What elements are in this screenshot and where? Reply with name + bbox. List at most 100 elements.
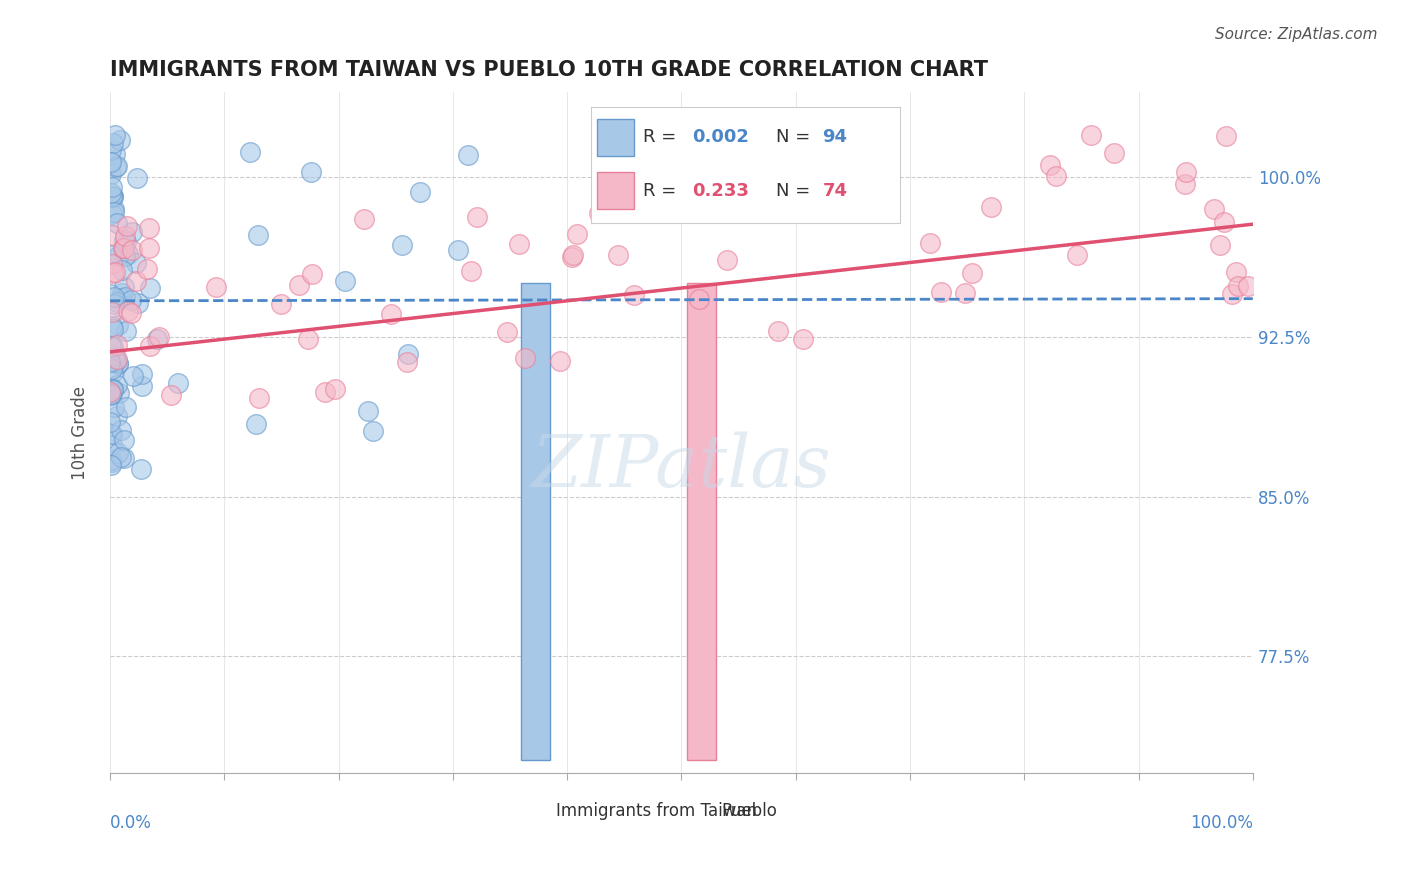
Point bbox=[960, 266, 983, 280]
FancyBboxPatch shape bbox=[522, 283, 550, 760]
Point bbox=[103, 190, 125, 204]
Point bbox=[768, 324, 790, 338]
Point bbox=[565, 227, 588, 242]
FancyBboxPatch shape bbox=[688, 283, 716, 760]
Point bbox=[100, 186, 122, 200]
Point bbox=[105, 159, 128, 173]
Point bbox=[363, 425, 385, 439]
Point bbox=[270, 297, 292, 311]
Point bbox=[297, 332, 319, 346]
Point bbox=[115, 324, 138, 338]
Point bbox=[100, 304, 122, 318]
Point bbox=[562, 248, 585, 262]
Point bbox=[100, 248, 122, 262]
Point bbox=[301, 267, 323, 281]
Point bbox=[716, 252, 738, 267]
Point bbox=[131, 379, 153, 393]
Point bbox=[600, 152, 623, 166]
Point bbox=[121, 243, 143, 257]
Point bbox=[460, 263, 482, 277]
Point bbox=[101, 340, 124, 354]
Point bbox=[391, 238, 413, 252]
Point bbox=[167, 376, 190, 390]
Text: R =: R = bbox=[643, 128, 682, 146]
Point bbox=[112, 241, 135, 255]
Point bbox=[1080, 128, 1102, 142]
Point bbox=[114, 249, 136, 263]
Text: ZIPatlas: ZIPatlas bbox=[531, 432, 831, 502]
Point bbox=[100, 154, 122, 169]
Point bbox=[101, 383, 124, 397]
Point bbox=[101, 386, 124, 401]
Point bbox=[1225, 264, 1247, 278]
Point bbox=[103, 128, 125, 143]
Point bbox=[103, 365, 125, 379]
Point bbox=[107, 446, 129, 460]
Point bbox=[114, 290, 136, 304]
Text: N =: N = bbox=[776, 128, 815, 146]
Point bbox=[105, 409, 128, 423]
Point bbox=[105, 216, 128, 230]
Point bbox=[315, 384, 337, 399]
Text: 74: 74 bbox=[823, 182, 848, 200]
Point bbox=[127, 170, 149, 185]
Point bbox=[129, 461, 152, 475]
Point bbox=[101, 318, 124, 333]
Point bbox=[100, 458, 122, 473]
Point bbox=[112, 280, 135, 294]
Point bbox=[1237, 279, 1260, 293]
Point bbox=[100, 426, 122, 441]
Point bbox=[1174, 165, 1197, 179]
Point bbox=[1045, 169, 1067, 183]
Text: Immigrants from Taiwan: Immigrants from Taiwan bbox=[555, 802, 756, 820]
Point bbox=[239, 145, 262, 159]
Point bbox=[112, 233, 135, 247]
Point bbox=[1102, 145, 1125, 160]
Point bbox=[111, 262, 134, 277]
Point bbox=[131, 367, 153, 381]
Point bbox=[830, 128, 852, 143]
Point bbox=[114, 401, 136, 415]
Point bbox=[110, 291, 132, 305]
Point bbox=[357, 403, 380, 417]
Point bbox=[380, 307, 402, 321]
Point bbox=[396, 355, 419, 369]
Point bbox=[103, 204, 125, 219]
Point bbox=[110, 450, 132, 464]
Point bbox=[333, 274, 356, 288]
Point bbox=[792, 332, 814, 346]
Point bbox=[1202, 202, 1225, 217]
Point bbox=[148, 329, 170, 343]
Point bbox=[247, 391, 270, 405]
Point bbox=[100, 387, 122, 401]
Point bbox=[560, 251, 582, 265]
Point bbox=[101, 189, 124, 203]
Point bbox=[122, 369, 145, 384]
Point bbox=[125, 256, 148, 270]
Text: R =: R = bbox=[643, 182, 682, 200]
Point bbox=[100, 453, 122, 467]
Point bbox=[103, 189, 125, 203]
Text: IMMIGRANTS FROM TAIWAN VS PUEBLO 10TH GRADE CORRELATION CHART: IMMIGRANTS FROM TAIWAN VS PUEBLO 10TH GR… bbox=[110, 60, 988, 79]
Text: 0.0%: 0.0% bbox=[110, 814, 152, 832]
Point bbox=[1174, 177, 1197, 191]
Point bbox=[100, 339, 122, 353]
Point bbox=[953, 286, 976, 301]
Point bbox=[245, 417, 267, 431]
Point bbox=[1215, 129, 1237, 144]
Point bbox=[929, 285, 952, 300]
Point bbox=[104, 147, 127, 161]
Point bbox=[104, 265, 127, 279]
Point bbox=[299, 164, 322, 178]
Point bbox=[101, 179, 124, 194]
FancyBboxPatch shape bbox=[596, 172, 634, 209]
Point bbox=[204, 280, 226, 294]
Point bbox=[866, 181, 889, 195]
Point bbox=[101, 383, 124, 397]
Point bbox=[103, 401, 125, 415]
Point bbox=[1226, 279, 1249, 293]
Point bbox=[98, 385, 121, 400]
Point bbox=[138, 241, 160, 255]
Point bbox=[105, 338, 128, 352]
Point bbox=[146, 332, 169, 346]
